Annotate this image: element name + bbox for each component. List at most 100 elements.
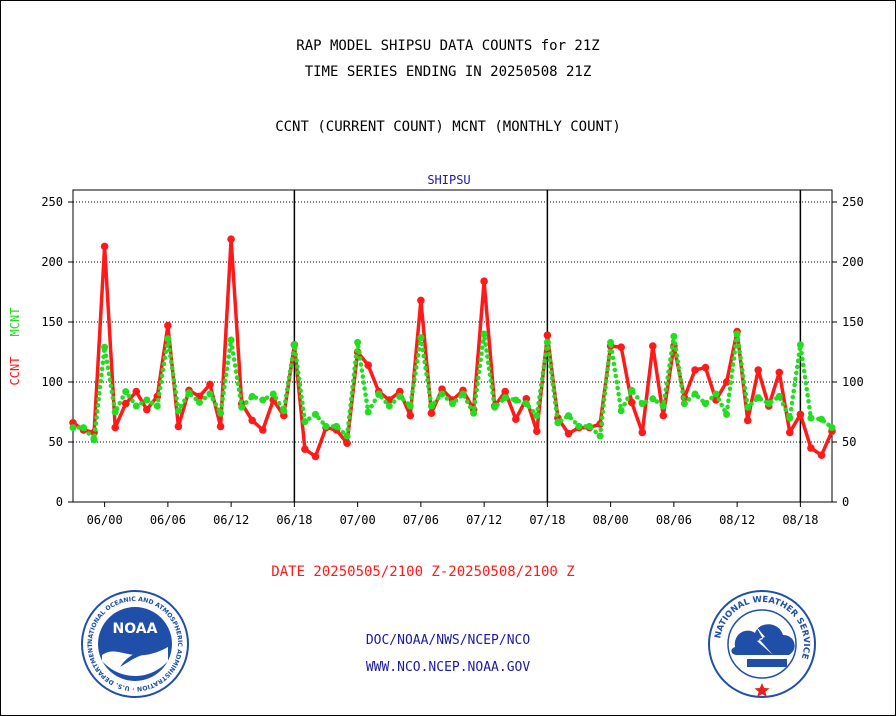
data-point-mcnt (364, 408, 372, 416)
data-point-mcnt (765, 400, 773, 408)
data-point-mcnt (238, 403, 246, 411)
data-point-ccnt (659, 411, 668, 420)
data-point-ccnt (364, 361, 373, 370)
y-tick-label-right: 200 (842, 255, 864, 269)
noaa-logo: NOAA NATIONAL OCEANIC AND ATMOSPHERIC AD… (80, 589, 189, 698)
data-point-ccnt (216, 422, 225, 431)
x-tick-label: 07/12 (466, 513, 502, 527)
data-point-mcnt (491, 403, 499, 411)
data-point-mcnt (712, 390, 720, 398)
data-point-ccnt (206, 380, 214, 389)
website-link[interactable]: WWW.NCO.NCEP.NOAA.GOV (365, 660, 531, 675)
data-point-mcnt (628, 386, 636, 394)
data-point-mcnt (122, 388, 130, 396)
data-point-ccnt (512, 415, 520, 424)
data-point-ccnt (227, 235, 235, 243)
data-point-mcnt (533, 412, 541, 420)
data-point-ccnt (311, 452, 320, 461)
y-tick-label-right: 0 (842, 495, 849, 509)
data-point-ccnt (417, 296, 425, 305)
data-point-mcnt (227, 336, 235, 344)
y-axis-label-ccnt: CCNT (8, 357, 22, 386)
data-point-mcnt (818, 415, 825, 423)
data-point-mcnt (396, 392, 404, 400)
data-point-mcnt (80, 424, 87, 432)
data-point-mcnt (723, 410, 731, 418)
data-point-mcnt (775, 392, 783, 400)
data-point-ccnt (701, 363, 710, 372)
data-point-mcnt (90, 436, 98, 444)
data-point-mcnt (101, 343, 109, 351)
data-point-mcnt (754, 394, 762, 402)
data-point-mcnt (617, 407, 625, 415)
data-point-mcnt (375, 390, 383, 398)
y-tick-label-left: 50 (49, 435, 63, 449)
x-tick-label: 08/00 (593, 513, 629, 527)
y-tick-label-right: 100 (842, 375, 864, 389)
data-point-mcnt (828, 424, 836, 432)
y-axis-label-mcnt: MCNT (8, 308, 22, 337)
data-point-mcnt (659, 402, 667, 410)
axes (68, 189, 837, 507)
data-point-ccnt (807, 444, 815, 452)
data-point-ccnt (533, 427, 541, 436)
x-tick-label: 08/12 (719, 513, 755, 527)
star-icon (754, 683, 770, 697)
y-tick-label-right: 150 (842, 315, 864, 329)
data-point-mcnt (174, 407, 182, 415)
data-point-mcnt (786, 414, 794, 422)
data-point-mcnt (322, 422, 330, 430)
x-tick-label: 06/00 (87, 513, 123, 527)
data-point-mcnt (522, 400, 530, 408)
data-point-ccnt (132, 387, 141, 396)
data-point-mcnt (543, 338, 551, 346)
panel-title: SHIPSU (427, 173, 470, 187)
x-tick-label: 06/12 (213, 513, 249, 527)
data-point-mcnt (691, 390, 699, 398)
data-point-mcnt (638, 400, 646, 408)
x-tick-label: 06/06 (150, 513, 186, 527)
data-point-ccnt (343, 439, 351, 448)
chart-title-line1: RAP MODEL SHIPSU DATA COUNTS for 21Z (296, 38, 600, 54)
y-tick-label-left: 0 (56, 495, 63, 509)
y-tick-label-left: 250 (41, 195, 63, 209)
data-point-ccnt (754, 366, 762, 374)
org-link[interactable]: DOC/NOAA/NWS/NCEP/NCO (365, 633, 531, 648)
date-range-label: DATE 20250505/2100 Z-20250508/2100 Z (271, 564, 575, 580)
data-point-mcnt (459, 390, 467, 398)
data-point-mcnt (512, 396, 520, 404)
data-point-mcnt (259, 396, 267, 404)
data-point-mcnt (702, 400, 709, 408)
data-point-mcnt (280, 407, 288, 415)
grid-lines (73, 190, 832, 502)
data-point-mcnt (248, 392, 256, 400)
data-point-mcnt (196, 398, 203, 406)
data-point-mcnt (470, 409, 478, 417)
data-point-ccnt (543, 331, 552, 340)
data-point-ccnt (480, 277, 488, 286)
data-point-mcnt (69, 424, 77, 432)
data-point-mcnt (269, 390, 277, 398)
data-point-mcnt (596, 432, 604, 440)
data-point-mcnt (132, 402, 140, 410)
data-point-ccnt (691, 366, 699, 374)
y-tick-label-left: 100 (41, 375, 63, 389)
data-point-ccnt (722, 378, 731, 386)
data-point-mcnt (480, 330, 488, 338)
data-point-mcnt (290, 341, 298, 349)
data-point-ccnt (775, 368, 784, 377)
series-line-mcnt (70, 331, 835, 442)
data-point-mcnt (449, 400, 456, 408)
series-line-ccnt (71, 237, 834, 459)
noaa-logo-text: NOAA (113, 621, 158, 637)
data-point-ccnt (164, 321, 172, 330)
data-point-ccnt (627, 398, 636, 407)
data-point-ccnt (743, 416, 752, 425)
x-tick-label: 06/18 (276, 513, 312, 527)
x-tick-label: 07/00 (340, 513, 376, 527)
x-tick-label: 07/18 (529, 513, 565, 527)
data-point-mcnt (111, 408, 119, 416)
data-point-mcnt (575, 422, 583, 430)
data-point-mcnt (153, 402, 161, 410)
